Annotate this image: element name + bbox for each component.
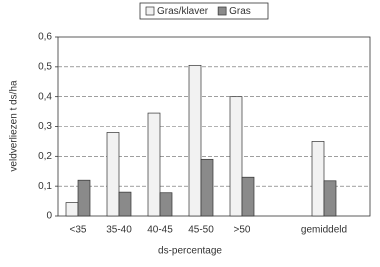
legend-swatch xyxy=(145,6,155,16)
bar xyxy=(229,96,243,217)
legend-box xyxy=(139,2,269,20)
y-tick-label: 0,3 xyxy=(38,121,52,132)
bar xyxy=(200,158,214,217)
y-tick-label: 0,4 xyxy=(38,91,52,102)
x-tick-label: 40-45 xyxy=(147,225,173,236)
y-tick-label: 0,2 xyxy=(38,151,52,162)
y-tick-label: 0,5 xyxy=(38,61,52,72)
legend-swatch xyxy=(217,6,227,16)
bar xyxy=(65,202,79,217)
bar xyxy=(118,191,132,217)
bar xyxy=(188,64,202,217)
x-tick-label: 45-50 xyxy=(188,225,214,236)
bar xyxy=(159,192,173,217)
bar xyxy=(106,132,120,217)
legend-label: Gras/klaver xyxy=(157,6,209,17)
bar xyxy=(241,176,255,217)
bar xyxy=(77,179,91,217)
bar xyxy=(323,180,337,217)
x-axis-label: ds-percentage xyxy=(158,246,222,257)
bar xyxy=(147,112,161,217)
bar xyxy=(311,141,325,217)
y-axis-label: veldverliezen t ds/ha xyxy=(9,80,20,172)
x-tick-label: >50 xyxy=(234,225,251,236)
legend-label: Gras xyxy=(229,6,251,17)
y-tick-label: 0,1 xyxy=(38,181,52,192)
x-tick-label: <35 xyxy=(70,225,87,236)
y-tick-label: 0 xyxy=(46,211,52,222)
x-tick-label: 35-40 xyxy=(106,225,132,236)
y-tick-label: 0,6 xyxy=(38,32,52,43)
x-tick-label: gemiddeld xyxy=(301,225,347,236)
